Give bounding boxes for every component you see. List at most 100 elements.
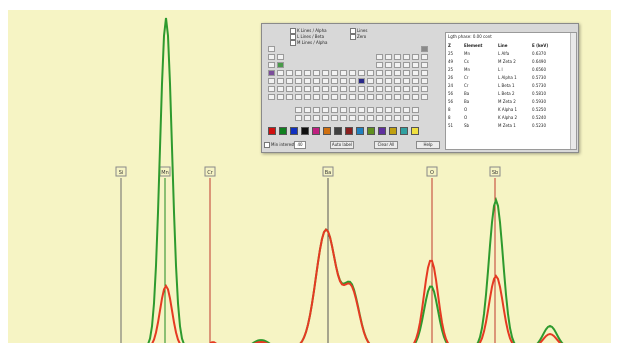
element-cell[interactable] [268, 94, 275, 100]
element-cell[interactable] [385, 70, 392, 76]
element-cell[interactable] [394, 107, 401, 113]
element-cell[interactable] [322, 70, 329, 76]
element-cell[interactable] [367, 78, 374, 84]
element-cell[interactable] [385, 94, 392, 100]
element-cell[interactable] [376, 54, 383, 60]
element-cell[interactable] [331, 86, 338, 92]
element-cell[interactable] [358, 86, 365, 92]
list-item[interactable]: 25 Mn L l 0.6560 [448, 67, 546, 72]
min-interest-input[interactable]: 40 [294, 141, 306, 149]
element-cell[interactable] [268, 62, 275, 68]
element-cell[interactable] [358, 94, 365, 100]
element-cell[interactable] [385, 62, 392, 68]
periodic-table-window[interactable]: K Lines / Alpha L Lines / Beta M Lines / A… [261, 23, 579, 153]
element-cell[interactable] [367, 86, 374, 92]
element-cell[interactable] [277, 86, 284, 92]
element-cell[interactable] [412, 115, 419, 121]
element-cell[interactable] [322, 115, 329, 121]
element-cell[interactable] [340, 86, 347, 92]
element-cell[interactable] [412, 78, 419, 84]
element-cell[interactable] [331, 107, 338, 113]
element-cell[interactable] [376, 86, 383, 92]
element-cell[interactable] [313, 107, 320, 113]
element-cell[interactable] [412, 86, 419, 92]
element-cell[interactable] [304, 86, 311, 92]
color-swatch-2[interactable] [290, 127, 298, 135]
element-cell[interactable] [421, 54, 428, 60]
element-cell[interactable] [304, 94, 311, 100]
element-cell[interactable] [277, 70, 284, 76]
element-cell[interactable] [421, 94, 428, 100]
color-swatch-6[interactable] [334, 127, 342, 135]
element-cell[interactable] [394, 62, 401, 68]
element-cell[interactable] [277, 62, 284, 68]
element-cell[interactable] [403, 54, 410, 60]
element-cell[interactable] [286, 86, 293, 92]
option-checkbox-3[interactable]: Lines [350, 28, 367, 34]
element-cell[interactable] [376, 94, 383, 100]
element-cell[interactable] [394, 115, 401, 121]
color-swatch-0[interactable] [268, 127, 276, 135]
color-swatch-10[interactable] [378, 127, 386, 135]
list-item[interactable]: 25 Mn L Alfa 0.6370 [448, 51, 546, 56]
element-cell[interactable] [322, 86, 329, 92]
option-checkbox-1[interactable]: L Lines / Beta [290, 34, 324, 40]
element-cell[interactable] [295, 94, 302, 100]
clear-all-button[interactable]: Clear All [374, 141, 398, 149]
element-cell[interactable] [394, 54, 401, 60]
element-cell[interactable] [268, 70, 275, 76]
list-item[interactable]: 26 Cr L Alpha 1 0.5730 [448, 75, 546, 80]
color-swatch-12[interactable] [400, 127, 408, 135]
element-cell[interactable] [385, 115, 392, 121]
element-cell[interactable] [358, 115, 365, 121]
element-cell[interactable] [394, 94, 401, 100]
element-cell[interactable] [322, 107, 329, 113]
list-item[interactable]: 56 Ba L Beta 2 0.5810 [448, 91, 546, 96]
element-cell[interactable] [358, 107, 365, 113]
color-swatch-5[interactable] [323, 127, 331, 135]
element-cell[interactable] [349, 94, 356, 100]
element-cell[interactable] [358, 78, 365, 84]
element-cell[interactable] [376, 70, 383, 76]
list-item[interactable]: 24 Cr L Beta 1 0.5730 [448, 83, 546, 88]
element-cell[interactable] [313, 94, 320, 100]
element-cell[interactable] [268, 78, 275, 84]
list-item[interactable]: 56 Ba M Zeta 2 0.5930 [448, 99, 546, 104]
element-cell[interactable] [394, 78, 401, 84]
element-cell[interactable] [286, 78, 293, 84]
color-swatch-13[interactable] [411, 127, 419, 135]
element-cell[interactable] [268, 54, 275, 60]
element-cell[interactable] [385, 107, 392, 113]
element-cell[interactable] [313, 115, 320, 121]
element-cell[interactable] [412, 54, 419, 60]
element-cell[interactable] [304, 107, 311, 113]
element-cell[interactable] [304, 78, 311, 84]
element-cell[interactable] [277, 54, 284, 60]
element-cell[interactable] [412, 70, 419, 76]
element-cell[interactable] [295, 78, 302, 84]
color-swatch-9[interactable] [367, 127, 375, 135]
option-checkbox-0[interactable]: K Lines / Alpha [290, 28, 327, 34]
list-item[interactable]: 51 Sb M Zeta 1 0.5230 [448, 123, 546, 128]
element-cell[interactable] [295, 115, 302, 121]
element-cell[interactable] [412, 62, 419, 68]
element-cell[interactable] [268, 46, 275, 52]
element-cell[interactable] [295, 86, 302, 92]
color-swatch-8[interactable] [356, 127, 364, 135]
element-cell[interactable] [367, 115, 374, 121]
color-swatch-1[interactable] [279, 127, 287, 135]
element-cell[interactable] [367, 70, 374, 76]
option-checkbox-4[interactable]: Zero [350, 34, 366, 40]
element-cell[interactable] [277, 78, 284, 84]
color-swatch-7[interactable] [345, 127, 353, 135]
element-cell[interactable] [376, 62, 383, 68]
element-cell[interactable] [331, 115, 338, 121]
element-cell[interactable] [349, 115, 356, 121]
element-cell[interactable] [394, 70, 401, 76]
spectrum-plot[interactable]: Si Mn Cr Ba O Sb K Lines / Alpha L Lines / Bet… [8, 10, 611, 343]
element-cell[interactable] [412, 107, 419, 113]
element-cell[interactable] [268, 86, 275, 92]
element-cell[interactable] [376, 78, 383, 84]
element-cell[interactable] [421, 86, 428, 92]
